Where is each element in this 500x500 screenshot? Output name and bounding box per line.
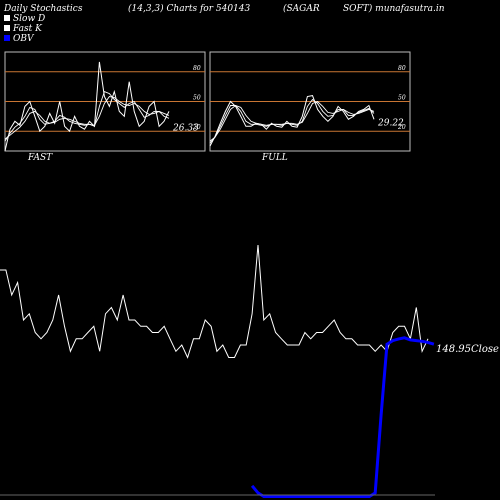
full-last-value: 29.22 [377, 118, 404, 128]
legend-label-obv: OBV [13, 34, 35, 44]
full-level-label-80: 80 [398, 65, 406, 72]
legend: Slow D Fast K OBV [4, 14, 45, 44]
fast-level-label-80: 80 [193, 65, 201, 72]
site-name: SOFT) munafasutra.in [343, 3, 445, 14]
legend-swatch-obv [4, 35, 10, 41]
legend-label-fast-k: Fast K [12, 24, 43, 34]
full-series-0 [209, 95, 375, 147]
full-level-label-50: 50 [398, 95, 406, 102]
company-name: (SAGAR [283, 3, 320, 14]
fast-series-0 [4, 61, 170, 152]
close-value-label: 148.95Close [436, 344, 499, 355]
legend-swatch-slow-d [4, 15, 10, 21]
full-series-2 [209, 100, 375, 142]
legend-label-slow-d: Slow D [13, 14, 45, 24]
fast-series-1 [4, 91, 170, 142]
chart-params: (14,3,3) Charts for 540143 [128, 3, 250, 14]
price-line [0, 244, 429, 359]
full-level-label-20: 20 [397, 124, 406, 131]
price-obv-panel: 148.95Close [0, 244, 499, 498]
obv-line-0 [250, 336, 435, 498]
full-panel-label: FULL [261, 153, 288, 163]
legend-swatch-fast-k [4, 25, 10, 31]
fast-panel-label: FAST [27, 153, 53, 163]
chart-title: Daily Stochastics [3, 4, 83, 14]
fast-last-value: 26.33 [172, 123, 199, 133]
full-series-1 [209, 98, 375, 144]
fast-level-label-50: 50 [193, 95, 201, 102]
fast-level-label-20: 20 [192, 124, 201, 131]
fast-series-2 [4, 96, 170, 140]
